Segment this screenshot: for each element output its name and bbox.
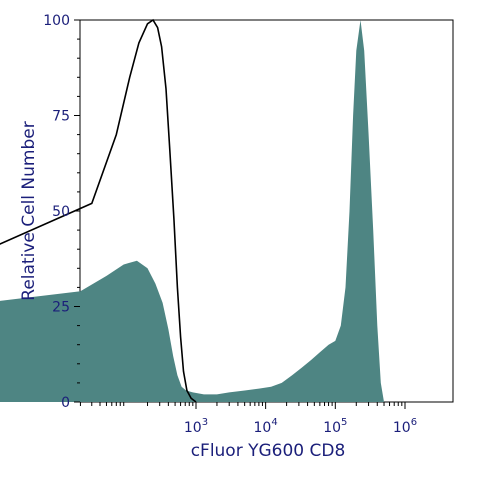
x-tick-label: 105 bbox=[323, 417, 347, 436]
series-layer bbox=[0, 18, 384, 403]
y-tick-label: 25 bbox=[52, 300, 70, 316]
y-tick-label: 0 bbox=[61, 395, 70, 411]
x-tick-label: 103 bbox=[184, 417, 208, 436]
x-axis-title: cFluor YG600 CD8 bbox=[191, 441, 346, 461]
series-0-filled-histogram bbox=[0, 20, 384, 402]
y-axis: 0 25 50 75 100 bbox=[43, 13, 80, 411]
x-tick-label: 104 bbox=[254, 417, 278, 436]
y-tick-label: 75 bbox=[52, 109, 70, 125]
y-tick-label: 100 bbox=[43, 13, 70, 29]
series-1-outline-histogram bbox=[0, 18, 197, 403]
x-tick-label: 106 bbox=[393, 417, 417, 436]
y-axis-title: Relative Cell Number bbox=[19, 121, 39, 300]
y-tick-label: 50 bbox=[52, 204, 70, 220]
x-axis: -102103104105106 bbox=[79, 402, 417, 436]
